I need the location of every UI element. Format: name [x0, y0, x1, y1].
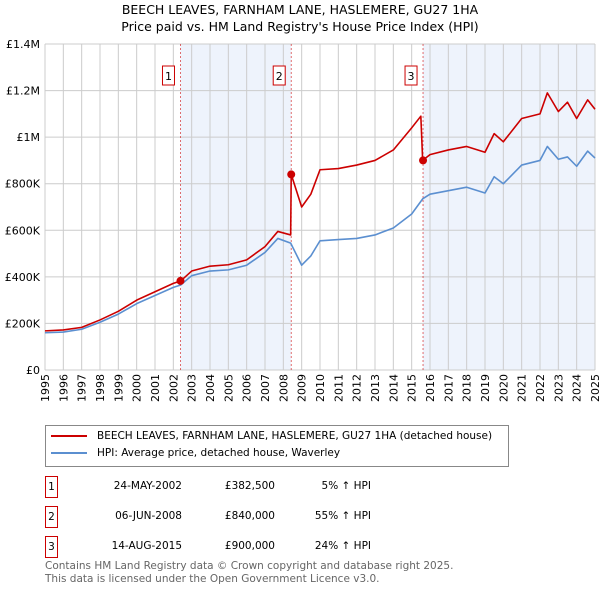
x-tick-label: 2011: [332, 374, 345, 402]
y-tick-label: £800K: [5, 178, 41, 191]
x-tick-label: 2015: [406, 374, 419, 402]
x-tick-label: 2003: [186, 374, 199, 402]
legend: BEECH LEAVES, FARNHAM LANE, HASLEMERE, G…: [45, 425, 509, 467]
x-tick-label: 2008: [277, 374, 290, 402]
sale-badge: 2: [45, 506, 58, 528]
x-tick-label: 2018: [461, 374, 474, 402]
x-tick-label: 2010: [314, 374, 327, 402]
sale-point: [176, 276, 185, 285]
sale-row-3: 3 14-AUG-2015 £900,000 24% ↑ HPI: [45, 536, 545, 558]
sale-price: £900,000: [224, 540, 275, 552]
x-tick-label: 2024: [571, 374, 584, 402]
sale-hpi-change: 24% ↑ HPI: [314, 540, 371, 552]
chart-title: BEECH LEAVES, FARNHAM LANE, HASLEMERE, G…: [121, 2, 479, 17]
y-tick-label: £200K: [5, 317, 41, 330]
x-tick-label: 2014: [387, 374, 400, 402]
property-price-line: [44, 92, 596, 332]
x-tick-label: 2001: [149, 374, 162, 402]
legend-swatch-hpi: [51, 452, 87, 454]
x-tick-label: 2023: [552, 374, 565, 402]
sale-badge: 1: [45, 476, 58, 498]
x-tick-label: 2007: [259, 374, 272, 402]
x-tick-label: 1997: [76, 374, 89, 402]
sale-row-2: 2 06-JUN-2008 £840,000 55% ↑ HPI: [45, 506, 545, 528]
x-tick-label: 2016: [424, 374, 437, 402]
footer-licence: This data is licensed under the Open Gov…: [45, 573, 380, 585]
sale-price: £382,500: [224, 480, 275, 492]
x-tick-label: 2000: [131, 374, 144, 402]
sale-date: 24-MAY-2002: [113, 480, 182, 492]
x-tick-label: 2005: [222, 374, 235, 402]
sale-row-1: 1 24-MAY-2002 £382,500 5% ↑ HPI: [45, 476, 545, 498]
sale-date: 14-AUG-2015: [111, 540, 182, 552]
x-tick-label: 1996: [57, 374, 70, 402]
shaded-period: [180, 44, 292, 370]
x-tick-label: 1998: [94, 374, 107, 402]
x-tick-label: 2006: [241, 374, 254, 402]
sale-marker-box: [404, 65, 418, 86]
footer: Contains HM Land Registry data © Crown c…: [45, 560, 453, 586]
sale-badge: 3: [45, 536, 58, 558]
y-tick-label: £1.2M: [6, 85, 40, 98]
legend-label-hpi: HPI: Average price, detached house, Wave…: [97, 447, 341, 459]
sale-date: 06-JUN-2008: [115, 510, 182, 522]
sale-price: £840,000: [224, 510, 275, 522]
x-tick-label: 2002: [167, 374, 180, 402]
sale-hpi-change: 55% ↑ HPI: [314, 510, 371, 522]
shaded-period: [423, 44, 595, 370]
footer-copyright: Contains HM Land Registry data © Crown c…: [45, 560, 454, 572]
sale-marker-label: 3: [408, 70, 415, 83]
sale-point: [287, 170, 296, 179]
y-tick-label: £400K: [5, 271, 41, 284]
sale-hpi-change: 5% ↑ HPI: [321, 480, 371, 492]
hpi-line: [44, 145, 596, 334]
x-tick-label: 2020: [497, 374, 510, 402]
y-tick-label: £1M: [17, 131, 41, 144]
x-tick-label: 2004: [204, 374, 217, 402]
sale-marker-box: [161, 65, 175, 86]
price-chart: 1995 1996 1997 1998 1999 2000 2001 2002 2003 2004…: [5, 38, 600, 402]
x-tick-label: 2021: [516, 374, 529, 402]
y-tick-label: £0: [26, 364, 40, 377]
sale-marker-box: [272, 65, 286, 86]
sale-marker-label: 1: [165, 70, 172, 83]
y-tick-label: £1.4M: [6, 38, 40, 51]
sale-point: [419, 156, 428, 165]
x-tick-label: 1995: [39, 374, 52, 402]
x-tick-label: 2012: [351, 374, 364, 402]
x-tick-label: 1999: [112, 374, 125, 402]
legend-label-property: BEECH LEAVES, FARNHAM LANE, HASLEMERE, G…: [97, 430, 493, 442]
x-tick-label: 2017: [442, 374, 455, 402]
x-tick-label: 2009: [296, 374, 309, 402]
x-tick-label: 2022: [534, 374, 547, 402]
y-tick-label: £600K: [5, 224, 41, 237]
sale-marker-label: 2: [276, 70, 283, 83]
legend-swatch-property: [51, 435, 87, 437]
x-tick-label: 2019: [479, 374, 492, 402]
x-tick-label: 2025: [589, 374, 600, 402]
chart-subtitle: Price paid vs. HM Land Registry's House …: [121, 19, 479, 34]
x-tick-label: 2013: [369, 374, 382, 402]
